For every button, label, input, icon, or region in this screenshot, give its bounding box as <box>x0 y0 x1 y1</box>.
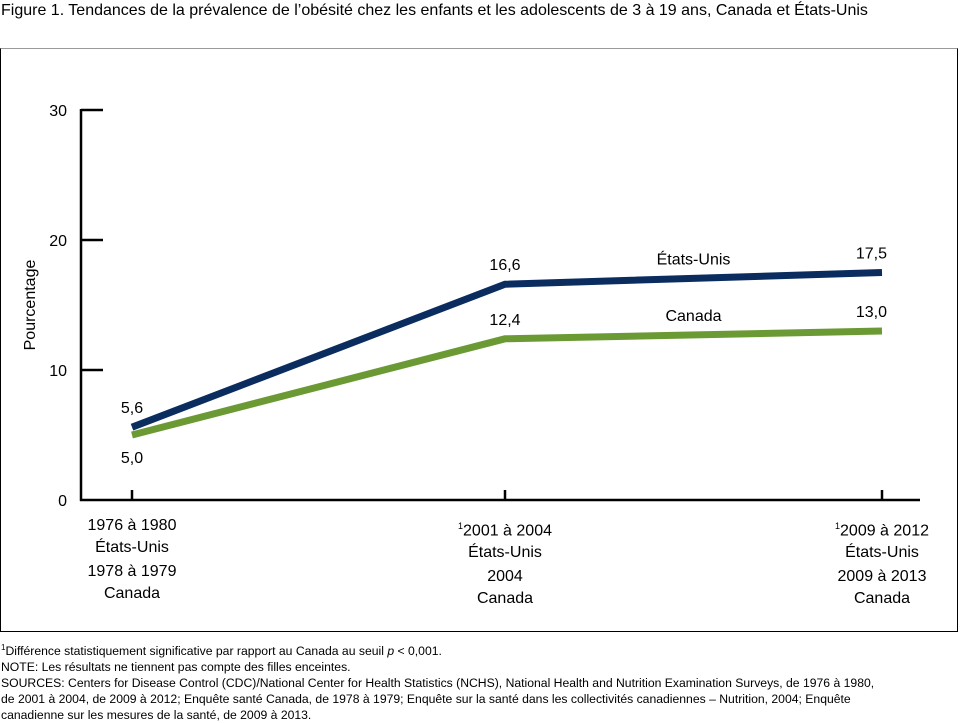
canada-period: 2004 <box>487 568 523 586</box>
y-axis-label: Pourcentage <box>22 260 39 351</box>
footnote-note: NOTE: Les résultats ne tiennent pas comp… <box>1 660 351 675</box>
series-line-etats-unis <box>130 269 883 431</box>
canada-label: Canada <box>103 585 161 602</box>
data-label: 5,6 <box>121 400 143 417</box>
us-period: 12009 à 2012 <box>835 521 929 540</box>
y-tick-label: 0 <box>58 493 67 510</box>
x-tick-label: 12001 à 2004 États-Unis 2004 Canada <box>405 515 605 610</box>
canada-label: Canada <box>853 590 911 608</box>
x-ticks <box>130 490 884 500</box>
x-tick-label: 1976 à 1980 États-Unis 1978 à 1979 Canada <box>32 515 232 605</box>
us-label: États-Unis <box>95 539 169 556</box>
us-period: 1976 à 1980 <box>87 517 177 534</box>
data-label: 5,0 <box>121 450 143 467</box>
y-ticks: 0 10 20 30 <box>49 103 103 510</box>
superscript-1: 1 <box>1 643 6 652</box>
data-label: 12,4 <box>489 312 520 329</box>
footnote-sources-line-1: SOURCES: Centers for Disease Control (CD… <box>1 676 875 691</box>
data-label: 16,6 <box>489 257 520 274</box>
x-tick-label: 12009 à 2012 États-Unis 2009 à 2013 Canada <box>782 515 960 610</box>
canada-label: Canada <box>476 590 534 608</box>
y-tick-label: 10 <box>49 363 67 380</box>
superscript-1: 1 <box>835 521 841 531</box>
footnote-significance-text: Différence statistiquement significative… <box>5 644 388 659</box>
footnote-sources-line-2: de 2001 à 2004, de 2009 à 2012; Enquête … <box>1 692 851 707</box>
canada-period: 2009 à 2013 <box>837 568 927 586</box>
canada-period: 1978 à 1979 <box>87 563 177 580</box>
superscript-1: 1 <box>458 521 464 531</box>
footnotes: 1Différence statistiquement significativ… <box>1 640 959 723</box>
series-name-label: États-Unis <box>657 249 731 268</box>
series-line-canada <box>131 327 883 439</box>
data-label: 13,0 <box>856 304 887 321</box>
footnote-significance: 1Différence statistiquement significativ… <box>1 640 959 659</box>
series-name-label: Canada <box>665 308 721 325</box>
p-symbol: p <box>387 644 395 659</box>
y-tick-label: 30 <box>49 103 67 120</box>
y-tick-label: 20 <box>49 233 67 250</box>
us-label: États-Unis <box>845 544 919 562</box>
footnote-sources-line-3: canadienne sur les mesures de la santé, … <box>1 708 312 723</box>
line-chart: Pourcentage 0 10 20 30 5,6 16,6 17,5 États-Uni… <box>22 103 920 510</box>
chart-frame <box>0 48 958 632</box>
us-period: 12001 à 2004 <box>458 521 552 540</box>
figure-title: Figure 1. Tendances de la prévalence de … <box>1 2 868 19</box>
footnote-threshold: < 0,001. <box>394 644 442 659</box>
series-group: 5,6 16,6 17,5 États-Unis 5,0 12,4 13,0 Canada <box>121 246 887 468</box>
data-label: 17,5 <box>856 246 887 263</box>
us-label: États-Unis <box>468 544 542 562</box>
